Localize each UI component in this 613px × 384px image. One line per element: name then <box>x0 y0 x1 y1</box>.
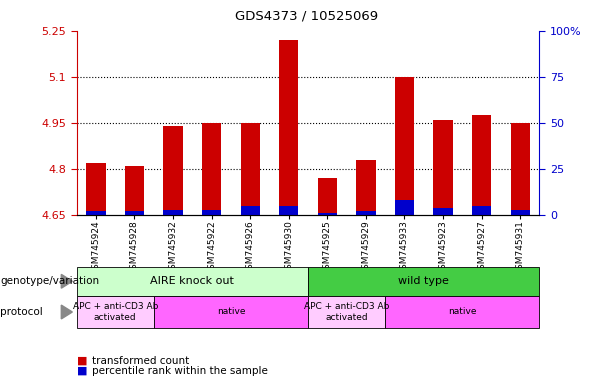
Bar <box>164 126 183 215</box>
Text: APC + anti-CD3 Ab
activated: APC + anti-CD3 Ab activated <box>304 302 389 322</box>
Text: percentile rank within the sample: percentile rank within the sample <box>92 366 268 376</box>
Bar <box>164 210 183 215</box>
Bar <box>433 120 452 215</box>
Bar <box>202 123 221 215</box>
Text: APC + anti-CD3 Ab
activated: APC + anti-CD3 Ab activated <box>72 302 158 322</box>
Bar <box>240 206 260 215</box>
Bar <box>86 211 105 215</box>
Bar <box>433 208 452 215</box>
Text: AIRE knock out: AIRE knock out <box>150 276 234 286</box>
Text: protocol: protocol <box>0 307 43 317</box>
Bar <box>356 160 376 215</box>
Bar <box>125 166 144 215</box>
Bar <box>279 40 299 215</box>
Polygon shape <box>61 274 72 288</box>
Bar <box>511 210 530 215</box>
Bar <box>472 115 491 215</box>
Text: ■: ■ <box>77 356 87 366</box>
Bar <box>202 210 221 215</box>
Bar <box>279 206 299 215</box>
Bar <box>125 211 144 215</box>
Bar <box>318 178 337 215</box>
Text: wild type: wild type <box>398 276 449 286</box>
Bar <box>472 206 491 215</box>
Text: native: native <box>216 308 245 316</box>
Text: genotype/variation: genotype/variation <box>0 276 99 286</box>
Text: GDS4373 / 10525069: GDS4373 / 10525069 <box>235 10 378 23</box>
Text: native: native <box>448 308 476 316</box>
Bar <box>511 123 530 215</box>
Text: ■: ■ <box>77 366 87 376</box>
Text: transformed count: transformed count <box>92 356 189 366</box>
Polygon shape <box>61 305 72 319</box>
Bar <box>356 211 376 215</box>
Bar <box>395 77 414 215</box>
Bar <box>86 163 105 215</box>
Bar <box>395 200 414 215</box>
Bar <box>318 213 337 215</box>
Bar <box>240 123 260 215</box>
